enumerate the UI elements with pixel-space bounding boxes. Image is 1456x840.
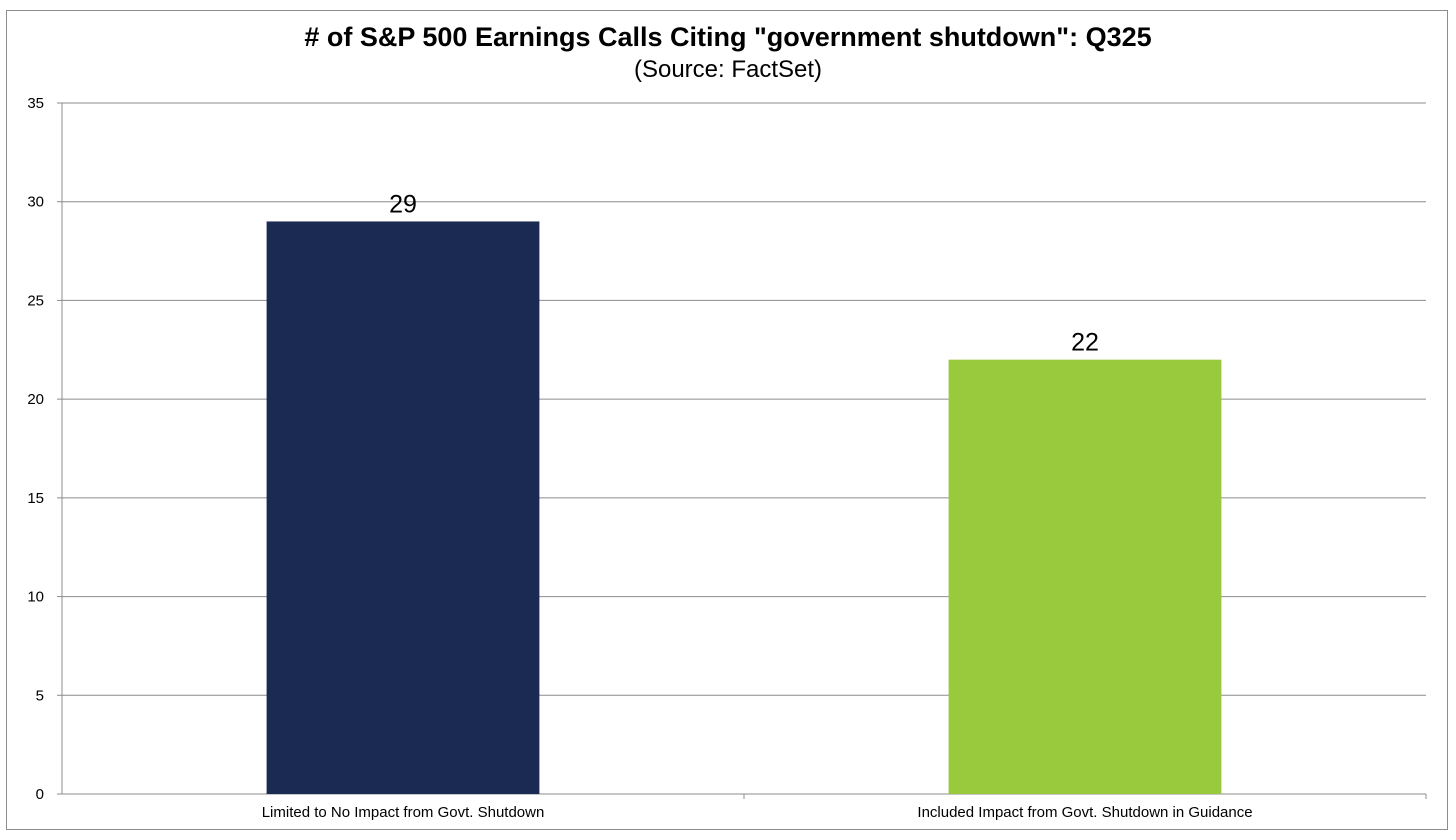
bar-value-label: 22 <box>1071 329 1099 357</box>
y-tick-label: 0 <box>36 786 44 803</box>
x-category-label: Limited to No Impact from Govt. Shutdown <box>262 804 545 821</box>
x-category-label: Included Impact from Govt. Shutdown in G… <box>917 804 1252 821</box>
bar-value-label: 29 <box>389 190 417 218</box>
chart-subtitle: (Source: FactSet) <box>633 56 823 83</box>
bar-1 <box>266 221 540 794</box>
y-tick-label: 30 <box>27 194 44 211</box>
y-tick-label: 35 <box>27 95 44 112</box>
bar-2 <box>948 359 1222 794</box>
y-tick-label: 20 <box>27 391 44 408</box>
chart-title: # of S&P 500 Earnings Calls Citing "gove… <box>304 22 1152 52</box>
y-tick-label: 10 <box>27 589 44 606</box>
y-tick-label: 25 <box>27 292 44 309</box>
y-tick-label: 15 <box>27 490 44 507</box>
y-tick-label: 5 <box>36 687 44 704</box>
